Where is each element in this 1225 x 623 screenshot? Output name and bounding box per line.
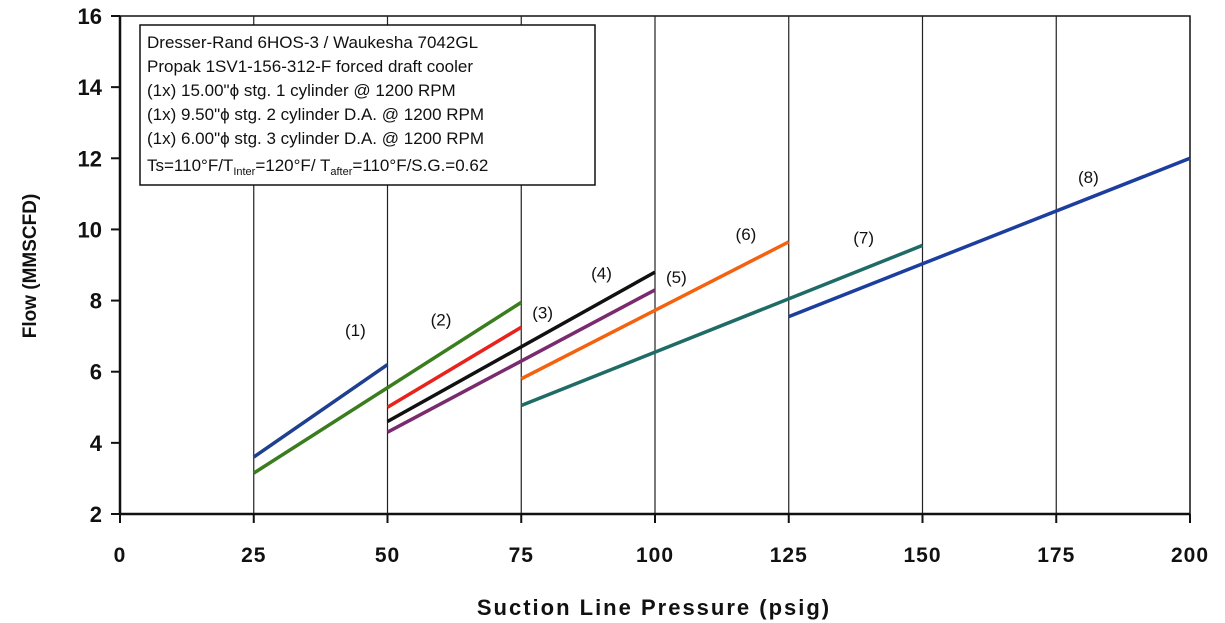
series-label: (3) xyxy=(532,303,553,322)
series-label: (2) xyxy=(431,310,452,329)
annotation-frame xyxy=(139,24,596,186)
x-tick-label: 25 xyxy=(241,544,266,567)
series-label: (8) xyxy=(1078,168,1099,187)
y-axis-title: Flow (MMSCFD) xyxy=(20,194,41,339)
annotation-line: (1x) 6.00"ϕ stg. 3 cylinder D.A. @ 1200 … xyxy=(147,129,484,148)
series-line xyxy=(386,288,656,434)
x-tick-label: 125 xyxy=(770,544,808,567)
series-label: (7) xyxy=(853,229,874,248)
series-lines xyxy=(252,156,1191,475)
annotation-temp-inter: =120°F/ T xyxy=(255,156,330,175)
annotation-line: (1x) 15.00"ϕ stg. 1 cylinder @ 1200 RPM xyxy=(147,81,456,100)
y-tick-label: 4 xyxy=(90,431,103,456)
series-line xyxy=(252,300,523,475)
y-tick-label: 6 xyxy=(90,360,102,385)
series-line xyxy=(788,156,1191,319)
series-line xyxy=(520,243,924,408)
annotation-line: Dresser-Rand 6HOS-3 / Waukesha 7042GL xyxy=(147,33,478,52)
x-tick-label: 200 xyxy=(1171,544,1209,567)
series-labels: (1) (2) (3) (4) (5) (6) (7) (8) xyxy=(345,168,1099,340)
annotation-sub-inter: Inter xyxy=(233,166,255,178)
x-tick-label: 150 xyxy=(903,544,941,567)
tick-labels: 2 4 6 8 10 12 14 16 0 25 50 75 100 125 150 175 200 xyxy=(78,4,1209,567)
x-tick-label: 75 xyxy=(509,544,534,567)
annotation-temp-ts: Ts=110°F/T xyxy=(147,156,233,175)
annotation-box: Dresser-Rand 6HOS-3 / Waukesha 7042GL Pr… xyxy=(139,24,596,186)
annotation-sub-after: after xyxy=(330,166,352,178)
series-label: (6) xyxy=(736,225,757,244)
annotation-line: Ts=110°F/TInter=120°F/ Tafter=110°F/S.G.… xyxy=(147,156,488,178)
series-line xyxy=(252,363,389,459)
series-line xyxy=(520,240,790,381)
series-line xyxy=(386,325,523,409)
annotation-line: Propak 1SV1-156-312-F forced draft coole… xyxy=(147,57,473,76)
y-tick-label: 14 xyxy=(78,75,103,100)
series-line xyxy=(386,270,656,424)
x-tick-label: 175 xyxy=(1037,544,1075,567)
series-label: (4) xyxy=(591,264,612,283)
y-tick-label: 16 xyxy=(78,4,102,29)
x-tick-label: 0 xyxy=(114,544,127,567)
series-label: (1) xyxy=(345,321,366,340)
y-tick-label: 10 xyxy=(78,217,102,242)
annotation-temp-after: =110°F/S.G.=0.62 xyxy=(352,156,488,175)
y-tick-label: 8 xyxy=(90,289,102,314)
series-label: (5) xyxy=(666,268,687,287)
annotation-line: (1x) 9.50"ϕ stg. 2 cylinder D.A. @ 1200 … xyxy=(147,105,484,124)
y-tick-label: 2 xyxy=(90,502,102,527)
x-tick-label: 50 xyxy=(375,544,400,567)
y-tick-label: 12 xyxy=(78,146,102,171)
x-tick-label: 100 xyxy=(636,544,674,567)
x-axis-title: Suction Line Pressure (psig) xyxy=(477,595,831,620)
